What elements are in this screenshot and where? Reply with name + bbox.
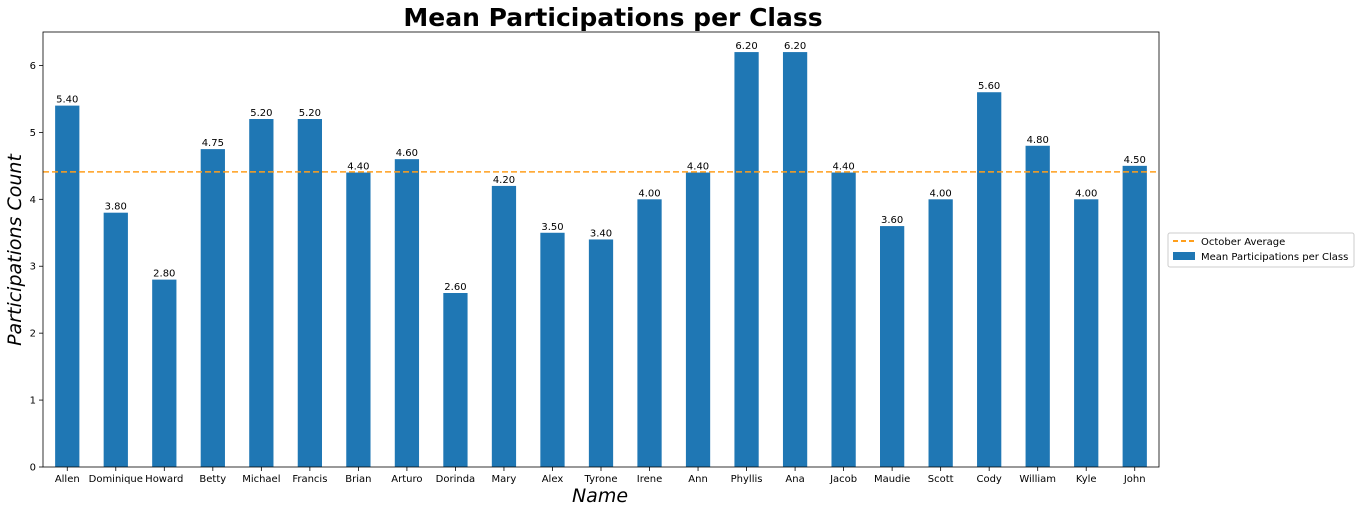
- value-label-william: 4.80: [1027, 135, 1049, 146]
- x-tick-label-tyrone: Tyrone: [584, 474, 618, 485]
- value-label-jacob: 4.40: [832, 162, 854, 173]
- x-tick-label-jacob: Jacob: [829, 474, 857, 485]
- x-tick-label-john: John: [1123, 474, 1146, 485]
- x-tick-label-arturo: Arturo: [391, 474, 422, 485]
- bar-kyle: [1074, 199, 1099, 468]
- x-tick-label-scott: Scott: [928, 474, 954, 485]
- plot-area: 5.40 Allen 3.80 Dominique 2.80 Howard 4.75 Bett…: [30, 31, 1160, 485]
- bar-maudie: [880, 226, 905, 467]
- value-label-allen: 5.40: [56, 95, 78, 106]
- x-tick-label-irene: Irene: [637, 474, 662, 485]
- bar-michael: [249, 119, 274, 467]
- chart-title: Mean Participations per Class: [403, 3, 822, 32]
- bar-ann: [685, 172, 711, 468]
- bar-mary: [491, 185, 517, 467]
- y-tick-label-1: 1: [30, 396, 36, 407]
- bar-john: [1122, 165, 1147, 467]
- x-tick-label-alex: Alex: [542, 474, 564, 485]
- bar-dominique: [103, 212, 128, 467]
- y-tick-label-2: 2: [30, 329, 36, 340]
- bar-ana: [782, 52, 808, 467]
- value-label-brian: 4.40: [347, 162, 369, 173]
- x-tick-label-ann: Ann: [688, 474, 708, 485]
- value-label-phyllis: 6.20: [735, 41, 757, 52]
- x-tick-label-maudie: Maudie: [874, 474, 910, 485]
- bar-francis: [297, 119, 322, 467]
- x-tick-label-dorinda: Dorinda: [436, 474, 476, 485]
- legend-label-october-average: October Average: [1201, 237, 1285, 248]
- axes-frame: [42, 31, 1160, 468]
- y-tick-label-3: 3: [30, 262, 36, 273]
- legend-bar-swatch: [1173, 252, 1195, 260]
- value-label-ana: 6.20: [784, 41, 806, 52]
- bar-tyrone: [588, 239, 614, 467]
- x-tick-label-mary: Mary: [492, 474, 517, 485]
- x-tick-label-cody: Cody: [976, 474, 1001, 485]
- value-label-dorinda: 2.60: [444, 282, 466, 293]
- x-tick-label-michael: Michael: [242, 474, 280, 485]
- x-tick-label-ana: Ana: [785, 474, 804, 485]
- value-label-ann: 4.40: [687, 162, 709, 173]
- bar-arturo: [394, 159, 420, 467]
- value-label-scott: 4.00: [930, 188, 952, 199]
- bar-allen: [55, 105, 80, 467]
- value-label-john: 4.50: [1124, 155, 1146, 166]
- bar-irene: [637, 199, 662, 468]
- bar-howard: [152, 279, 177, 467]
- bar-brian: [346, 172, 371, 468]
- value-label-mary: 4.20: [493, 175, 515, 186]
- bar-scott: [928, 199, 953, 468]
- x-tick-label-francis: Francis: [292, 474, 327, 485]
- x-tick-label-kyle: Kyle: [1076, 474, 1097, 485]
- legend-box: [1167, 232, 1355, 268]
- value-label-howard: 2.80: [153, 269, 175, 280]
- x-tick-label-betty: Betty: [199, 474, 226, 485]
- value-label-dominique: 3.80: [105, 202, 127, 213]
- value-label-betty: 4.75: [202, 138, 224, 149]
- x-tick-label-phyllis: Phyllis: [731, 474, 763, 485]
- legend-label-series: Mean Participations per Class: [1201, 252, 1348, 263]
- y-tick-label-5: 5: [30, 128, 36, 139]
- value-label-maudie: 3.60: [881, 215, 903, 226]
- bar-betty: [200, 149, 225, 467]
- x-axis-label: Name: [572, 485, 628, 507]
- x-tick-label-brian: Brian: [345, 474, 371, 485]
- value-label-arturo: 4.60: [396, 148, 418, 159]
- value-label-cody: 5.60: [978, 81, 1000, 92]
- x-tick-label-allen: Allen: [55, 474, 80, 485]
- legend: October Average Mean Participations per …: [1167, 232, 1355, 268]
- x-tick-label-dominique: Dominique: [89, 474, 143, 485]
- y-tick-label-4: 4: [30, 195, 36, 206]
- value-label-michael: 5.20: [250, 108, 272, 119]
- bar-jacob: [831, 172, 856, 468]
- value-label-irene: 4.00: [638, 188, 660, 199]
- value-label-alex: 3.50: [541, 222, 563, 233]
- bar-phyllis: [734, 52, 759, 467]
- bar-william: [1025, 145, 1050, 467]
- x-tick-label-howard: Howard: [145, 474, 183, 485]
- value-label-kyle: 4.00: [1075, 188, 1097, 199]
- bar-cody: [977, 92, 1002, 467]
- value-label-francis: 5.20: [299, 108, 321, 119]
- bar-alex: [540, 232, 565, 467]
- x-tick-label-william: William: [1019, 474, 1056, 485]
- value-label-tyrone: 3.40: [590, 228, 612, 239]
- y-axis-label: Participations Count: [4, 153, 26, 346]
- y-tick-label-6: 6: [30, 61, 36, 72]
- y-tick-label-0: 0: [30, 463, 36, 474]
- bar-dorinda: [443, 293, 468, 467]
